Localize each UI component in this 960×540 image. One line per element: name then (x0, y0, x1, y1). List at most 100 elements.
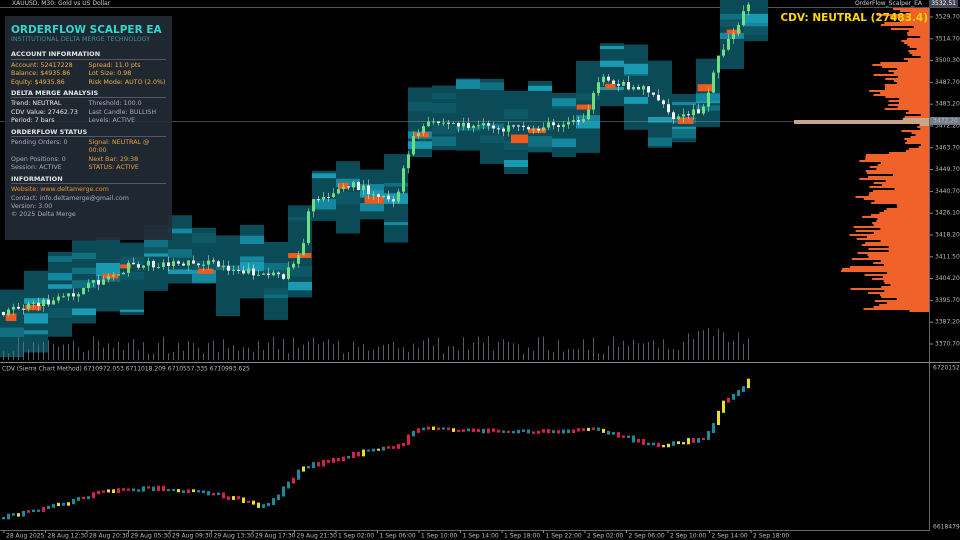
cdv-bar (667, 443, 670, 448)
profile-bar (849, 234, 929, 236)
profile-bar (883, 280, 929, 282)
heat-block (264, 241, 288, 320)
candle-body (297, 255, 300, 264)
candle-body (732, 33, 735, 39)
profile-bar (871, 202, 929, 204)
price-label: 3487.70 (935, 79, 960, 86)
current-price-label: 3472.20 (933, 118, 958, 125)
cdv-bar (152, 486, 155, 492)
cdv-bar (142, 486, 145, 492)
cdv-bar (52, 504, 55, 508)
candle-body (662, 100, 665, 105)
profile-bar (879, 304, 929, 306)
heat-band (720, 13, 744, 20)
candle-body (312, 199, 315, 212)
candle-body (407, 154, 410, 169)
profile-bar (915, 134, 929, 136)
candle-body (97, 280, 100, 285)
candle-body (447, 122, 450, 124)
candle-body (152, 260, 155, 268)
profile-bar (918, 146, 929, 148)
heat-band (432, 93, 456, 100)
cdv-bar (702, 437, 705, 441)
profile-bar (911, 132, 929, 134)
cdv-bar (617, 432, 620, 438)
cdv-bar (117, 488, 120, 494)
cdv-bar (82, 496, 85, 500)
info-line: Website: www.deltamerge.com (11, 186, 109, 194)
cdv-bar (182, 490, 185, 493)
profile-bar (855, 230, 929, 232)
price-label: 3500.30 (935, 57, 960, 64)
candle-body (462, 122, 465, 127)
panel-row: Account: 52417228 Spread: 11.0 pts (11, 62, 166, 70)
panel-field: Signal: NEUTRAL @ 00:00 (88, 139, 150, 155)
candle-body (212, 260, 215, 262)
profile-bar (883, 264, 929, 266)
candle-body (492, 125, 495, 129)
panel-field: Last Candle: BULLISH (88, 108, 157, 116)
profile-bar (850, 288, 929, 290)
cdv-bar (402, 443, 405, 447)
heat-band (552, 98, 576, 107)
candle-body (697, 109, 700, 114)
ea-label: OrderFlow_Scalper_EA (854, 0, 922, 7)
profile-bar (905, 112, 929, 114)
heat-hot (697, 84, 713, 92)
candle-body (497, 128, 500, 130)
candle-body (442, 122, 445, 124)
cdv-bar (677, 441, 680, 445)
profile-bar (873, 182, 929, 184)
cdv-bar (362, 449, 365, 457)
time-label: 1 Sep 18:00 (504, 533, 540, 540)
price-label: 3395.70 (935, 297, 960, 304)
profile-bar (880, 162, 929, 164)
cdv-bar (67, 502, 70, 506)
panel-field: Pending Orders: 0 (11, 139, 68, 147)
profile-bar (897, 82, 929, 84)
heat-band (144, 267, 168, 275)
cdv-bar (542, 429, 545, 433)
profile-bar (884, 108, 929, 110)
heat-band (72, 267, 96, 275)
heat-band (240, 256, 264, 261)
profile-bar (884, 282, 929, 284)
profile-bar (896, 204, 929, 206)
candle-body (477, 125, 480, 127)
heat-band (672, 128, 696, 139)
profile-bar (853, 226, 929, 228)
profile-bar (885, 78, 929, 80)
cdv-bar (502, 430, 505, 433)
candle-body (402, 168, 405, 192)
price-label: 3483.20 (935, 101, 960, 108)
heat-band (384, 193, 408, 204)
profile-bar (898, 76, 929, 78)
profile-bar (904, 116, 929, 118)
heat-band (312, 212, 336, 219)
cdv-bar (642, 438, 645, 445)
indicator-axis-top: 6720152.8 (933, 365, 960, 372)
profile-bar (900, 18, 929, 20)
candle-body (177, 261, 180, 264)
candle-body (172, 261, 175, 266)
profile-bar (868, 292, 929, 294)
cdv-bar (352, 451, 355, 459)
candle-body (67, 293, 70, 297)
profile-bar (880, 24, 929, 26)
cdv-bar (317, 462, 320, 467)
profile-bar (901, 40, 929, 42)
profile-bar (884, 84, 929, 86)
cdv-bar (7, 513, 10, 520)
profile-bar (920, 56, 929, 58)
cdv-bar (727, 397, 730, 403)
candle-body (622, 81, 625, 86)
candle-body (387, 195, 390, 200)
profile-bar (881, 286, 929, 288)
profile-bar (904, 138, 929, 140)
panel-row: CDV Value: 27462.73 Last Candle: BULLISH (11, 109, 166, 117)
candle-body (517, 125, 520, 127)
info-lines: Website: www.deltamerge.com Contact: info… (11, 186, 166, 220)
profile-bar (881, 296, 929, 298)
cdv-bar (327, 459, 330, 463)
